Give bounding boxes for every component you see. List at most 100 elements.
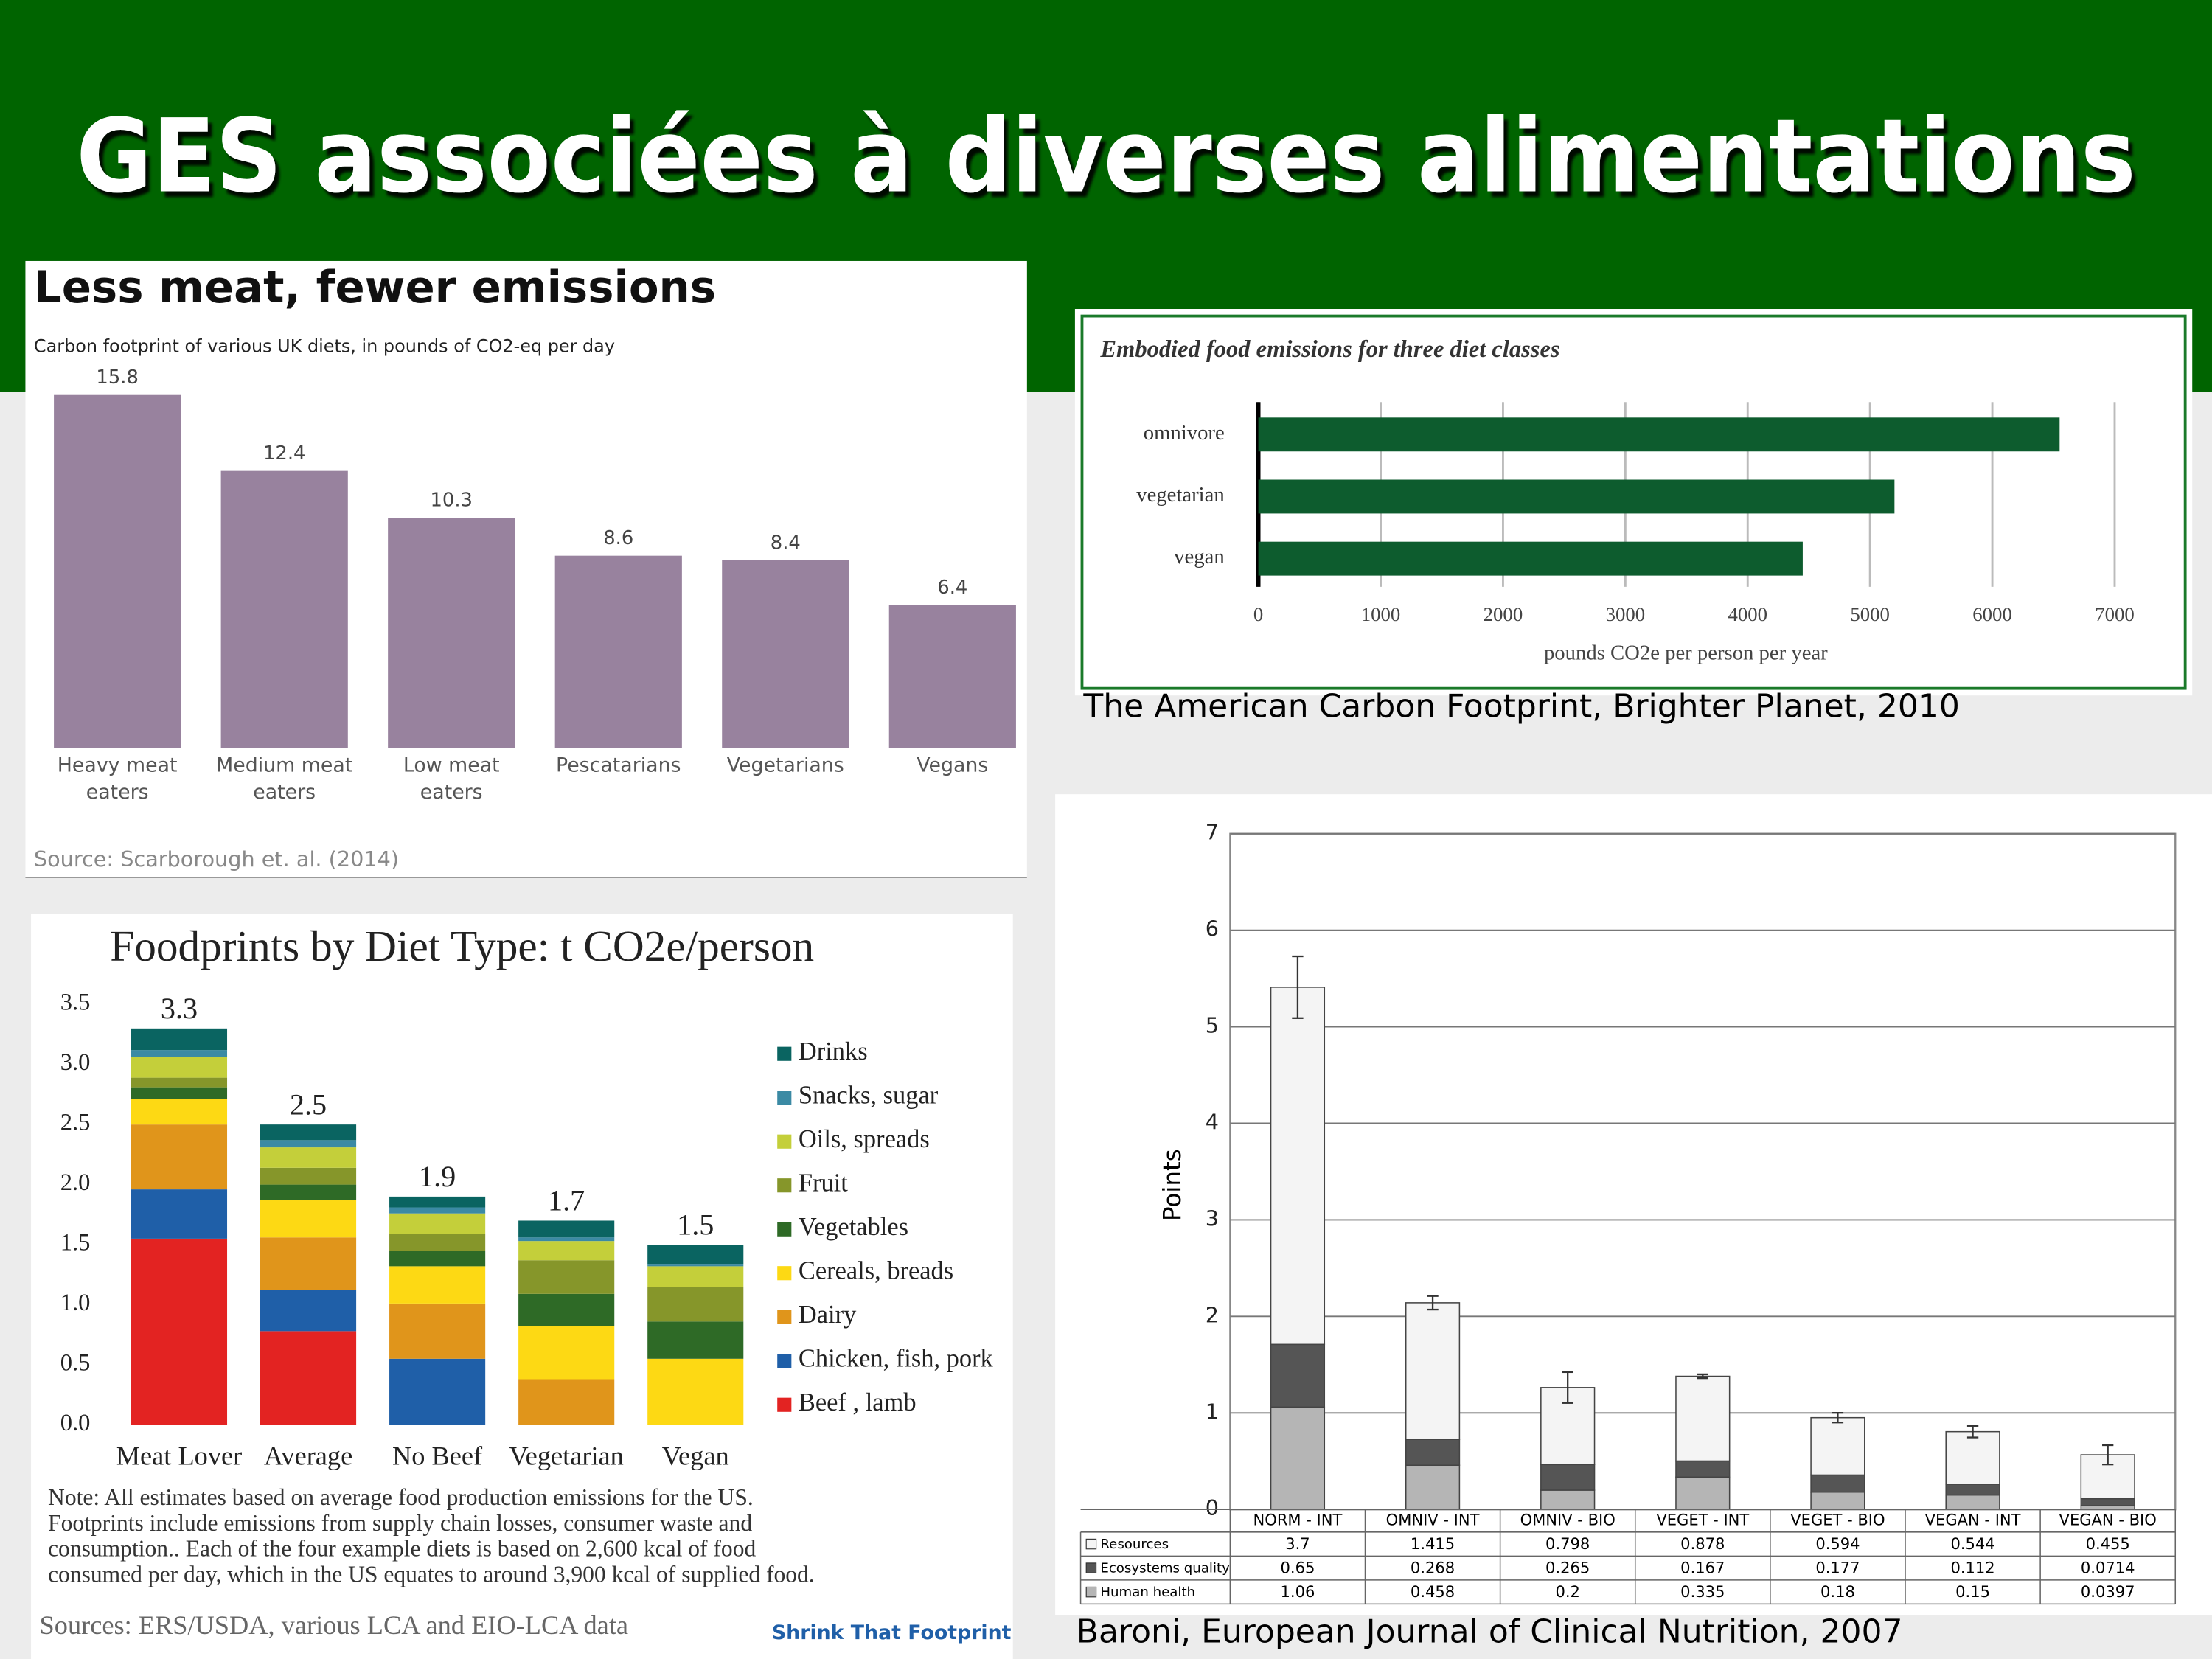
y-tick-label: vegetarian (1136, 483, 1224, 507)
bar-segment (518, 1260, 615, 1294)
y-tick-label: vegan (1174, 545, 1225, 568)
x-tick-label: Medium meat eaters (216, 754, 353, 804)
x-tick-label-box: Heavy meat eaters (57, 754, 178, 804)
legend-swatch (777, 1178, 792, 1193)
bar-segment (647, 1264, 744, 1267)
bar-segment (518, 1237, 615, 1242)
x-tick-label: VEGAN - INT (1925, 1511, 2021, 1529)
legend-swatch (777, 1266, 792, 1281)
bar-segment (518, 1326, 615, 1380)
bar-segment (131, 1238, 228, 1425)
legend-swatch (1085, 1562, 1097, 1573)
bar-segment (647, 1266, 744, 1287)
error-bar (1562, 1371, 1573, 1404)
bar (1258, 479, 1895, 514)
table-value: 0.15 (1955, 1582, 1990, 1601)
bar-segment (1945, 1494, 2000, 1510)
bar-segment (1810, 1491, 1865, 1510)
x-tick-label-box: Vegetarians (727, 755, 844, 778)
value-label: 15.8 (96, 366, 138, 389)
bar-segment (1675, 1460, 1731, 1478)
table-value: 0.878 (1680, 1534, 1725, 1553)
legend-swatch (777, 1310, 792, 1324)
table-value: 0.65 (1281, 1559, 1315, 1577)
x-tick-label: 1000 (1361, 603, 1401, 625)
x-tick-label: 5000 (1850, 603, 1890, 625)
bar-segment (1945, 1484, 2000, 1496)
total-label: 1.9 (419, 1160, 456, 1193)
y-tick-label: 0.0 (60, 1410, 91, 1436)
x-tick-label: Vegan (662, 1441, 729, 1471)
bar-segment (389, 1303, 486, 1359)
bar-segment (1270, 1343, 1326, 1408)
bar (888, 605, 1016, 748)
chart-title: Embodied food emissions for three diet c… (1099, 336, 1559, 363)
bar (388, 518, 515, 748)
y-tick-label: 0.5 (60, 1349, 91, 1376)
bar-segment (260, 1124, 357, 1141)
table-value: 0.18 (1820, 1582, 1855, 1601)
legend-label: Chicken, fish, pork (799, 1345, 994, 1373)
bar-segment (260, 1167, 357, 1185)
total-label: 1.7 (548, 1184, 585, 1217)
legend-label: Vegetables (799, 1213, 908, 1241)
bar-segment (389, 1266, 486, 1304)
table-value: 3.7 (1285, 1534, 1310, 1553)
table-value: 1.06 (1281, 1582, 1315, 1601)
y-tick-label: 2.0 (60, 1169, 91, 1196)
bar (1258, 541, 1803, 576)
bar-segment (131, 1087, 228, 1099)
y-tick-label: 3.5 (60, 990, 91, 1016)
legend-label: Beef , lamb (799, 1388, 917, 1416)
bar (220, 470, 348, 748)
bar-segment (647, 1321, 744, 1359)
legend-swatch (1085, 1586, 1097, 1598)
bar (54, 394, 181, 748)
table-value: 0.0714 (2081, 1559, 2135, 1577)
y-tick-label: omnivore (1144, 421, 1225, 445)
table-value: 0.0397 (2081, 1582, 2135, 1601)
bar-segment (131, 1057, 228, 1078)
bar-segment (131, 1050, 228, 1057)
x-tick-label: Heavy meat eaters (57, 754, 178, 804)
legend-swatch (777, 1222, 792, 1237)
bar-segment (647, 1245, 744, 1265)
y-tick-label: 6 (1206, 917, 1219, 942)
bar-segment (647, 1287, 744, 1322)
y-tick-label: 3 (1206, 1206, 1219, 1231)
y-tick-label: 0 (1206, 1495, 1219, 1520)
legend-label: Oils, spreads (799, 1125, 930, 1153)
chart-title: Less meat, fewer emissions (34, 262, 716, 313)
legend-swatch (777, 1046, 792, 1061)
bar-segment (260, 1200, 357, 1238)
x-tick-label-box: Pescatarians (556, 755, 681, 778)
x-tick-label: No Beef (392, 1441, 483, 1471)
x-tick-label-box: Low meat eaters (403, 755, 500, 804)
note-line: consumption.. Each of the four example d… (48, 1536, 756, 1562)
bar-segment (1675, 1375, 1731, 1462)
bar-segment (260, 1147, 357, 1168)
bar-segment (389, 1234, 486, 1251)
table-value: 0.544 (1950, 1534, 1994, 1553)
x-tick-label: 4000 (1728, 603, 1767, 625)
bar-segment (260, 1184, 357, 1200)
bar-segment (131, 1124, 228, 1190)
logo: Shrink That Footprint (772, 1621, 1012, 1644)
y-axis-label: Points (1158, 1149, 1186, 1221)
bar-segment (1540, 1489, 1596, 1510)
bar-segment (518, 1293, 615, 1326)
bar-segment (260, 1237, 357, 1290)
x-tick-label: VEGET - INT (1656, 1511, 1749, 1529)
x-tick-label: 3000 (1606, 603, 1646, 625)
legend-label: Ecosystems quality (1100, 1561, 1230, 1576)
note-line: Note: All estimates based on average foo… (48, 1484, 754, 1510)
bar-segment (389, 1196, 486, 1208)
legend-label: Dairy (799, 1301, 857, 1329)
legend-label: Resources (1100, 1537, 1169, 1552)
chart-subtitle: Carbon footprint of various UK diets, in… (34, 336, 615, 357)
bar-segment (389, 1213, 486, 1234)
x-tick-label: 2000 (1484, 603, 1523, 625)
legend-swatch (777, 1354, 792, 1368)
source: Sources: ERS/USDA, various LCA and EIO-L… (40, 1610, 628, 1640)
